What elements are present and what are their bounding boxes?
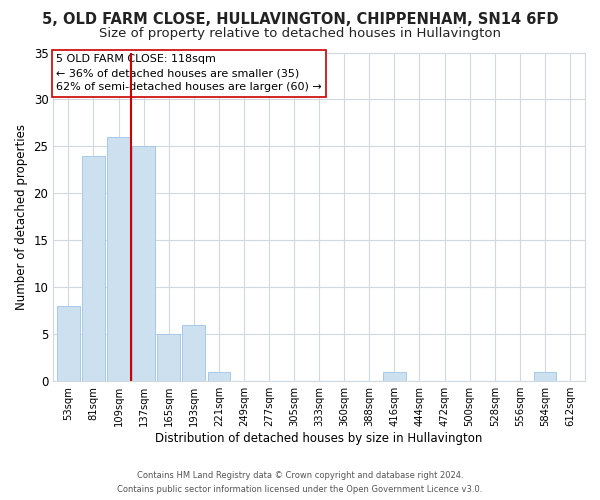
Bar bbox=[132, 146, 155, 381]
Bar bbox=[57, 306, 80, 381]
Bar bbox=[208, 372, 230, 381]
Text: 5, OLD FARM CLOSE, HULLAVINGTON, CHIPPENHAM, SN14 6FD: 5, OLD FARM CLOSE, HULLAVINGTON, CHIPPEN… bbox=[42, 12, 558, 28]
Text: 5 OLD FARM CLOSE: 118sqm
← 36% of detached houses are smaller (35)
62% of semi-d: 5 OLD FARM CLOSE: 118sqm ← 36% of detach… bbox=[56, 54, 322, 92]
Bar bbox=[182, 325, 205, 381]
Text: Contains HM Land Registry data © Crown copyright and database right 2024.
Contai: Contains HM Land Registry data © Crown c… bbox=[118, 472, 482, 494]
Text: Size of property relative to detached houses in Hullavington: Size of property relative to detached ho… bbox=[99, 28, 501, 40]
Bar bbox=[82, 156, 105, 381]
Bar bbox=[107, 137, 130, 381]
Y-axis label: Number of detached properties: Number of detached properties bbox=[15, 124, 28, 310]
Bar bbox=[533, 372, 556, 381]
X-axis label: Distribution of detached houses by size in Hullavington: Distribution of detached houses by size … bbox=[155, 432, 483, 445]
Bar bbox=[157, 334, 180, 381]
Bar bbox=[383, 372, 406, 381]
